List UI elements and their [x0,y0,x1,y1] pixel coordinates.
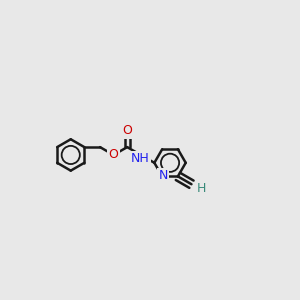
Text: N: N [158,169,168,182]
Text: H: H [197,182,206,195]
Text: NH: NH [130,152,149,165]
Text: O: O [109,148,118,161]
Text: O: O [122,124,132,137]
